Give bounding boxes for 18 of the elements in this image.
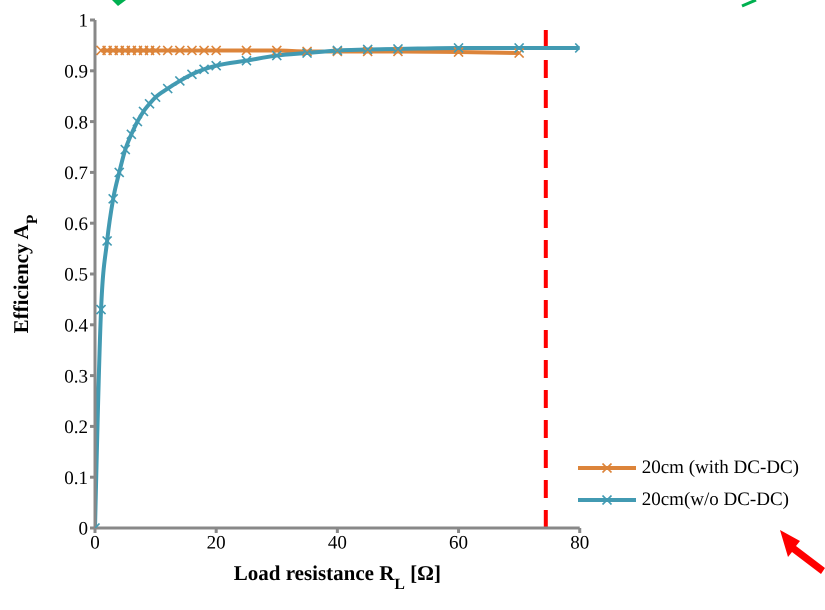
legend-label: 20cm(w/o DC-DC): [642, 489, 789, 511]
y-tick-label: 0.1: [64, 468, 88, 489]
x-tick-label: 80: [570, 532, 590, 554]
y-tick-label: 0.5: [64, 264, 88, 286]
y-tick-label: 0.2: [64, 417, 88, 438]
x-axis-title: Load resistance R$_{L}$ [Ω]: [234, 561, 441, 592]
y-tick-label: 0.9: [64, 62, 88, 83]
x-tick-label: 60: [449, 532, 468, 554]
y-tick-label: 1: [78, 10, 88, 32]
x-tick-label: 20: [206, 532, 226, 554]
y-tick-label: 0.4: [64, 316, 88, 337]
y-tick-label: 0.6: [64, 214, 88, 235]
legend-label: 20cm (with DC-DC): [642, 457, 799, 479]
x-tick-label: 40: [328, 532, 347, 554]
y-tick-label: 0.7: [64, 163, 88, 184]
y-tick-label: 0.3: [64, 366, 88, 388]
y-tick-label: 0.8: [64, 112, 88, 134]
y-tick-label: 0: [78, 518, 88, 540]
